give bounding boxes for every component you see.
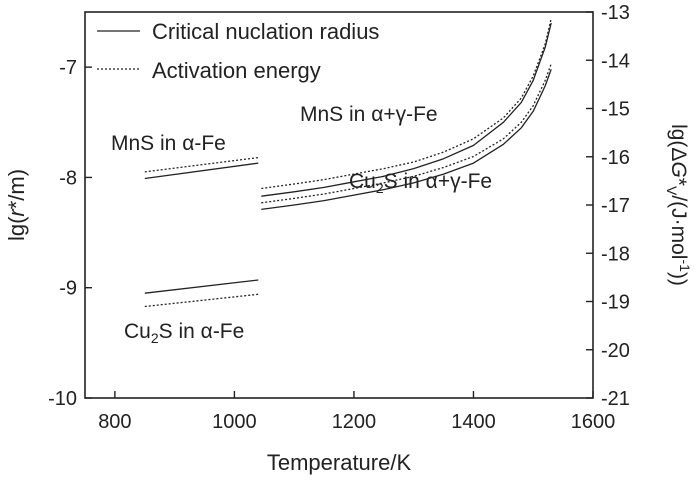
x-tick-label: 1000	[212, 411, 257, 433]
y-right-tick-label: -13	[601, 2, 630, 24]
series-line-4-solid	[261, 22, 552, 197]
series-line-3-dotted	[144, 293, 259, 308]
y-left-tick-label: -9	[59, 278, 77, 300]
right-axis-title: lg(ΔG*V/(J·mol-1))	[664, 124, 693, 286]
y-right-tick-label: -19	[601, 292, 630, 314]
y-left-tick-label: -10	[48, 388, 77, 410]
annotation-mns-alpha-gamma-fe: MnS in α+γ-Fe	[300, 103, 438, 126]
series-line-6-solid	[261, 69, 552, 211]
y-right-tick-label: -14	[601, 50, 630, 72]
y-right-tick-label: -16	[601, 147, 630, 169]
x-tick-label: 1600	[571, 411, 616, 433]
y-left-tick-label: -8	[59, 167, 77, 189]
annotation-mns-alpha-fe: MnS in α-Fe	[111, 132, 226, 155]
legend-label-critical-radius: Critical nuclation radius	[152, 19, 379, 44]
y-right-tick-label: -21	[601, 388, 630, 410]
y-right-tick-label: -17	[601, 195, 630, 217]
y-right-tick-label: -20	[601, 340, 630, 362]
x-tick-label: 1400	[451, 411, 496, 433]
series-line-1-dotted	[144, 156, 259, 173]
y-right-tick-label: -15	[601, 99, 630, 121]
legend-label-activation-energy: Activation energy	[152, 58, 321, 83]
y-left-tick-label: -7	[59, 57, 77, 79]
legend: Critical nuclation radius Activation ene…	[97, 19, 379, 83]
y-right-tick-label: -18	[601, 243, 630, 265]
series-line-2-solid	[144, 279, 259, 294]
left-axis-title: lg(r*/m)	[4, 169, 29, 241]
annotation-cu2s-alpha-fe: Cu2S in α-Fe	[124, 320, 244, 346]
series-line-7-dotted	[261, 63, 552, 204]
x-tick-label: 800	[98, 411, 131, 433]
x-axis-title: Temperature/K	[267, 450, 412, 475]
series-line-0-solid	[144, 162, 259, 180]
annotation-cu2s-alpha-gamma-fe: Cu2S in α+γ-Fe	[349, 170, 492, 196]
x-tick-label: 1200	[332, 411, 377, 433]
